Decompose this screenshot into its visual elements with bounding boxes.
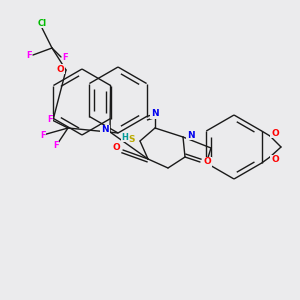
Text: O: O xyxy=(56,64,64,74)
Text: H: H xyxy=(122,133,128,142)
Text: O: O xyxy=(203,158,211,166)
Text: N: N xyxy=(151,110,159,118)
Text: O: O xyxy=(271,128,279,137)
Text: F: F xyxy=(53,142,59,151)
Text: F: F xyxy=(62,52,68,62)
Text: F: F xyxy=(26,50,32,59)
Text: N: N xyxy=(101,125,109,134)
Text: F: F xyxy=(47,115,53,124)
Text: N: N xyxy=(187,130,195,140)
Text: O: O xyxy=(112,143,120,152)
Text: O: O xyxy=(271,155,279,164)
Text: S: S xyxy=(129,134,135,143)
Text: Cl: Cl xyxy=(38,19,46,28)
Text: F: F xyxy=(40,130,46,140)
